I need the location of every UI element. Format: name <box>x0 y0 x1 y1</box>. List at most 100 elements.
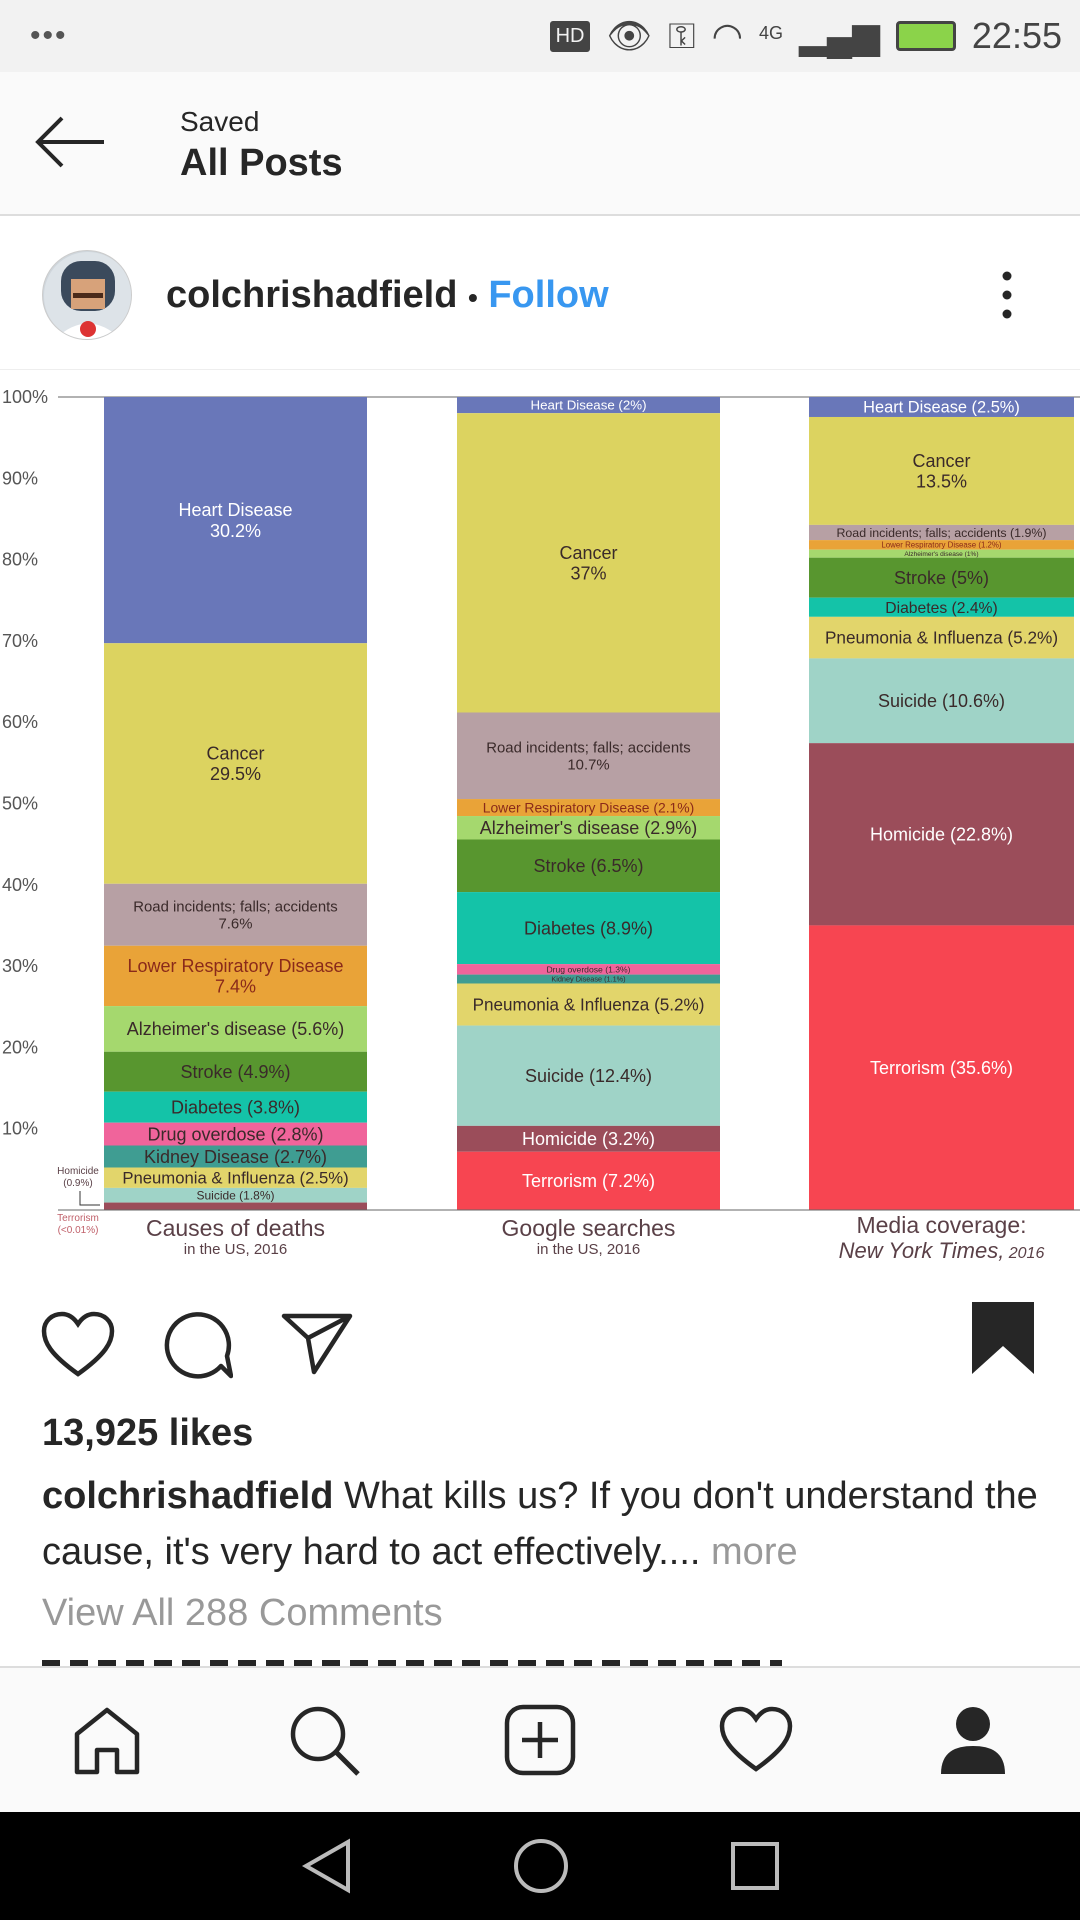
homicide-annotation: Homicide <box>57 1166 99 1177</box>
status-bar: ••• HD 👁 ⚿ ◠ 4G ▂▄▆ 22:55 <box>0 0 1080 72</box>
bar-segment <box>457 816 720 840</box>
bar-segment <box>809 597 1074 617</box>
stacked-bar-chart: 10% 20% 30% 40% 50% 60% 70% 80% 90% 100% Heart Dis… <box>2 387 1080 1263</box>
segment-label: Stroke (6.5%) <box>533 856 643 876</box>
bar-segment <box>104 643 367 884</box>
caption-username[interactable]: colchrishadfield <box>42 1475 334 1517</box>
more-options-icon[interactable] <box>992 270 1022 320</box>
segment-label: Lower Respiratory Disease (1.2%) <box>881 541 1002 550</box>
segment-label: Cancer <box>912 451 970 471</box>
post-header: colchrishadfield • Follow <box>0 218 1080 370</box>
bar-segment <box>457 1125 720 1152</box>
more-link[interactable]: more <box>711 1531 798 1573</box>
top-bar: Saved All Posts <box>0 72 1080 216</box>
system-home-icon[interactable] <box>513 1838 569 1894</box>
post-caption: colchrishadfield What kills us? If you d… <box>42 1468 1052 1580</box>
like-heart-icon[interactable] <box>40 1310 116 1380</box>
view-comments-link[interactable]: View All 288 Comments <box>42 1592 443 1634</box>
page-title: All Posts <box>180 142 343 184</box>
home-icon[interactable] <box>71 1704 143 1776</box>
activity-heart-icon[interactable] <box>718 1705 794 1775</box>
caption-text: What kills us? If you don't understand t… <box>42 1475 1038 1573</box>
segment-label: Heart Disease (2%) <box>530 398 646 413</box>
segment-label: Suicide (10.6%) <box>878 691 1005 711</box>
separator: • <box>467 282 478 313</box>
bar-segment <box>809 925 1074 1210</box>
system-back-icon[interactable] <box>300 1838 352 1894</box>
bar-segment <box>457 892 720 965</box>
post-image-chart[interactable]: 10% 20% 30% 40% 50% 60% 70% 80% 90% 100% Heart Dis… <box>0 371 1080 1271</box>
follow-button[interactable]: Follow <box>488 274 609 316</box>
profile-icon[interactable] <box>937 1704 1009 1776</box>
bar-segment <box>457 799 720 817</box>
y-tick-label: 40% <box>2 875 38 895</box>
category-subtitle: in the US, 2016 <box>184 1241 287 1258</box>
bar-segment <box>104 1187 367 1203</box>
new-post-icon[interactable] <box>504 1704 576 1776</box>
avatar[interactable] <box>42 250 132 340</box>
segment-label: Cancer <box>206 743 264 763</box>
segment-label: Alzheimer's disease (2.9%) <box>480 818 698 838</box>
category-subtitle: New York Times, 2016 <box>839 1238 1045 1263</box>
signal-icon: ▂▄▆ <box>799 15 880 56</box>
segment-label: 7.4% <box>215 977 256 997</box>
search-icon[interactable] <box>286 1702 362 1778</box>
bar-segment <box>457 712 720 800</box>
category-title: Media coverage: <box>856 1212 1026 1238</box>
segment-label: 30.2% <box>210 521 261 541</box>
segment-label: Cancer <box>559 543 617 563</box>
segment-label: Suicide (1.8%) <box>196 1188 274 1202</box>
system-navigation <box>0 1812 1080 1920</box>
bar-segment <box>809 549 1074 558</box>
segment-label: Stroke (4.9%) <box>180 1062 290 1082</box>
y-tick-label: 30% <box>2 956 38 976</box>
segment-label: Kidney Disease (1.1%) <box>551 975 625 984</box>
segment-label: Terrorism (7.2%) <box>522 1171 655 1191</box>
y-tick-label: 20% <box>2 1037 38 1057</box>
segment-label: Stroke (5%) <box>894 568 989 588</box>
bar-segment <box>104 883 367 946</box>
y-tick-label: 60% <box>2 712 38 732</box>
bookmark-saved-icon[interactable] <box>972 1302 1034 1374</box>
y-tick-label: 100% <box>2 387 48 407</box>
segment-label: Road incidents; falls; accidents <box>133 899 337 915</box>
segment-label: Heart Disease <box>178 500 292 520</box>
segment-label: 29.5% <box>210 764 261 784</box>
segment-label: Diabetes (8.9%) <box>524 918 653 938</box>
post-author: colchrishadfield • Follow <box>166 274 609 317</box>
segment-label: Kidney Disease (2.7%) <box>144 1147 327 1167</box>
share-send-icon[interactable] <box>280 1312 354 1376</box>
segment-label: 13.5% <box>916 472 967 492</box>
segment-label: Alzheimer's disease (1%) <box>904 551 978 558</box>
segment-label: Diabetes (3.8%) <box>171 1097 300 1117</box>
y-tick-label: 70% <box>2 631 38 651</box>
bar-segment <box>104 1091 367 1123</box>
segment-label: Pneumonia & Influenza (5.2%) <box>825 628 1058 648</box>
system-recents-icon[interactable] <box>730 1841 780 1891</box>
segment-label: 10.7% <box>567 758 609 774</box>
annotation-arrow <box>79 1191 100 1206</box>
username-link[interactable]: colchrishadfield <box>166 274 458 316</box>
segment-label: Homicide (22.8%) <box>870 825 1013 845</box>
bar-segment <box>809 524 1074 541</box>
bar-segment <box>457 839 720 893</box>
bar-segment <box>457 983 720 1026</box>
segment-label: Alzheimer's disease (5.6%) <box>127 1019 345 1039</box>
like-count[interactable]: 13,925 likes <box>42 1412 254 1454</box>
battery-icon <box>895 21 956 51</box>
category-title: Causes of deaths <box>146 1215 325 1241</box>
segment-label: Diabetes (2.4%) <box>885 600 997 617</box>
category-title: Google searches <box>502 1215 676 1241</box>
bar-segment <box>104 945 367 1007</box>
segment-label: Suicide (12.4%) <box>525 1066 652 1086</box>
segment-label: Drug overdose (2.8%) <box>147 1124 323 1144</box>
category-subtitle: in the US, 2016 <box>537 1241 640 1258</box>
segment-label: Lower Respiratory Disease <box>127 956 343 976</box>
bar-segment <box>457 413 720 713</box>
bar-segment <box>104 1167 367 1188</box>
comment-icon[interactable] <box>163 1310 233 1380</box>
bar-segment <box>809 658 1074 744</box>
back-arrow-icon[interactable] <box>34 112 106 172</box>
bar-segment <box>809 397 1074 417</box>
segment-label: Pneumonia & Influenza (2.5%) <box>122 1169 348 1188</box>
